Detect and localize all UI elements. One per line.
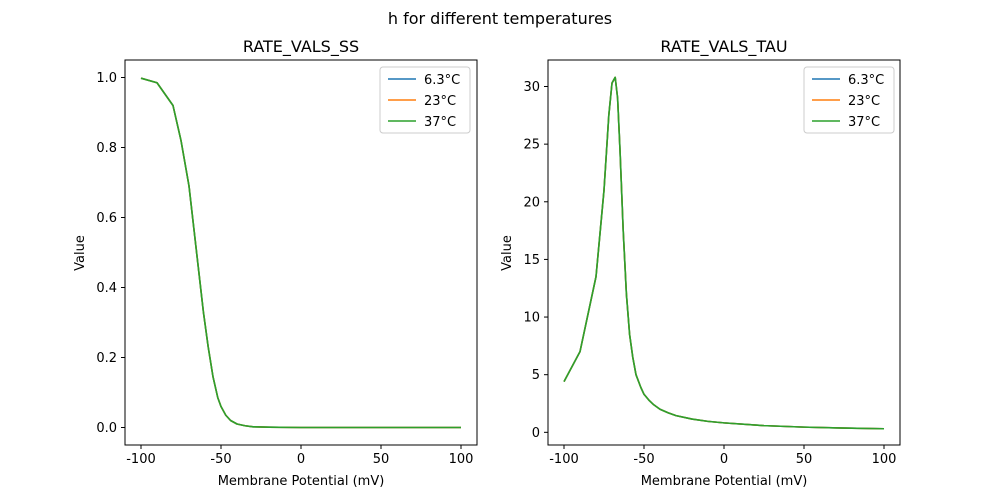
panel-2-y-tick-label: 10 (523, 311, 540, 326)
panel-1-legend-box (379, 66, 471, 134)
panel-2-x-axis-label: Membrane Potential (mV) (641, 474, 808, 489)
panel-2-title: RATE_VALS_TAU (660, 37, 787, 57)
panel-1-y-tick-label: 0.6 (96, 211, 117, 226)
panel-1-y-tick-label: 0.2 (96, 351, 117, 366)
panel-1-x-tick-label: 0 (297, 452, 305, 467)
figure-suptitle: h for different temperatures (388, 9, 612, 28)
panel-1-legend-label-3: 37°C (424, 115, 456, 130)
panel-2-legend-label-1: 6.3°C (848, 73, 884, 88)
panel-1-x-tick-label: -50 (210, 452, 231, 467)
panel-1-x-tick-label: 100 (449, 452, 474, 467)
panel-2-y-tick-label: 5 (532, 368, 540, 383)
panel-1-y-tick-label: 0.8 (96, 141, 117, 156)
panel-1-series-line-3 (140, 77, 461, 429)
panel-2-legend-label-2: 23°C (848, 94, 880, 109)
panel-1-legend-label-2: 23°C (424, 94, 456, 109)
panel-1-legend-label-1: 6.3°C (424, 73, 460, 88)
panel-1-ticks: -100 -50 0 50 100 0.0 0.2 0.4 0.6 0.8 1.0 (96, 71, 473, 467)
panel-2-x-tick-label: -50 (633, 452, 654, 467)
panel-2-series-lines (563, 76, 885, 430)
panel-2-y-axis-label: Value (500, 235, 515, 271)
panel-2-y-tick-label: 15 (523, 253, 540, 268)
panel-2-y-tick-label: 25 (523, 138, 540, 153)
panel-2-ticks: -100 -50 0 50 100 0 5 10 15 20 25 30 (523, 80, 896, 467)
panel-2-x-tick-label: 100 (872, 452, 897, 467)
panel-2-x-tick-label: 50 (796, 452, 813, 467)
panel-1-x-tick-label: -100 (126, 452, 156, 467)
panel-1-x-tick-label: 50 (373, 452, 390, 467)
panel-1-y-axis-label: Value (73, 235, 88, 271)
panel-2-legend-label-3: 37°C (848, 115, 880, 130)
panel-2-series-line-3 (563, 76, 885, 430)
panel-rate-vals-ss: RATE_VALS_SS -100 -50 0 50 100 0.0 0.2 0.4 0.6 0.… (73, 37, 478, 489)
panel-2-y-tick-label: 20 (523, 195, 540, 210)
panel-1-y-tick-label: 0.4 (96, 281, 117, 296)
panel-2-x-tick-label: -100 (549, 452, 579, 467)
panel-2-x-tick-label: 0 (720, 452, 728, 467)
panel-1-y-tick-label: 0.0 (96, 421, 117, 436)
panel-rate-vals-tau: RATE_VALS_TAU -100 -50 0 50 100051015202530 … (500, 37, 901, 489)
panel-2-y-tick-label: 30 (523, 80, 540, 95)
panel-1-legend: 6.3°C 23°C 37°C (379, 66, 471, 134)
panel-2-legend-box (803, 66, 895, 134)
panel-1-series-lines (140, 77, 461, 429)
panel-2-y-tick-label: 0 (532, 426, 540, 441)
panel-1-y-tick-label: 1.0 (96, 71, 117, 86)
panel-2-legend: 6.3°C 23°C 37°C (803, 66, 895, 134)
panel-1-title: RATE_VALS_SS (243, 37, 359, 57)
panel-1-x-axis-label: Membrane Potential (mV) (218, 474, 385, 489)
